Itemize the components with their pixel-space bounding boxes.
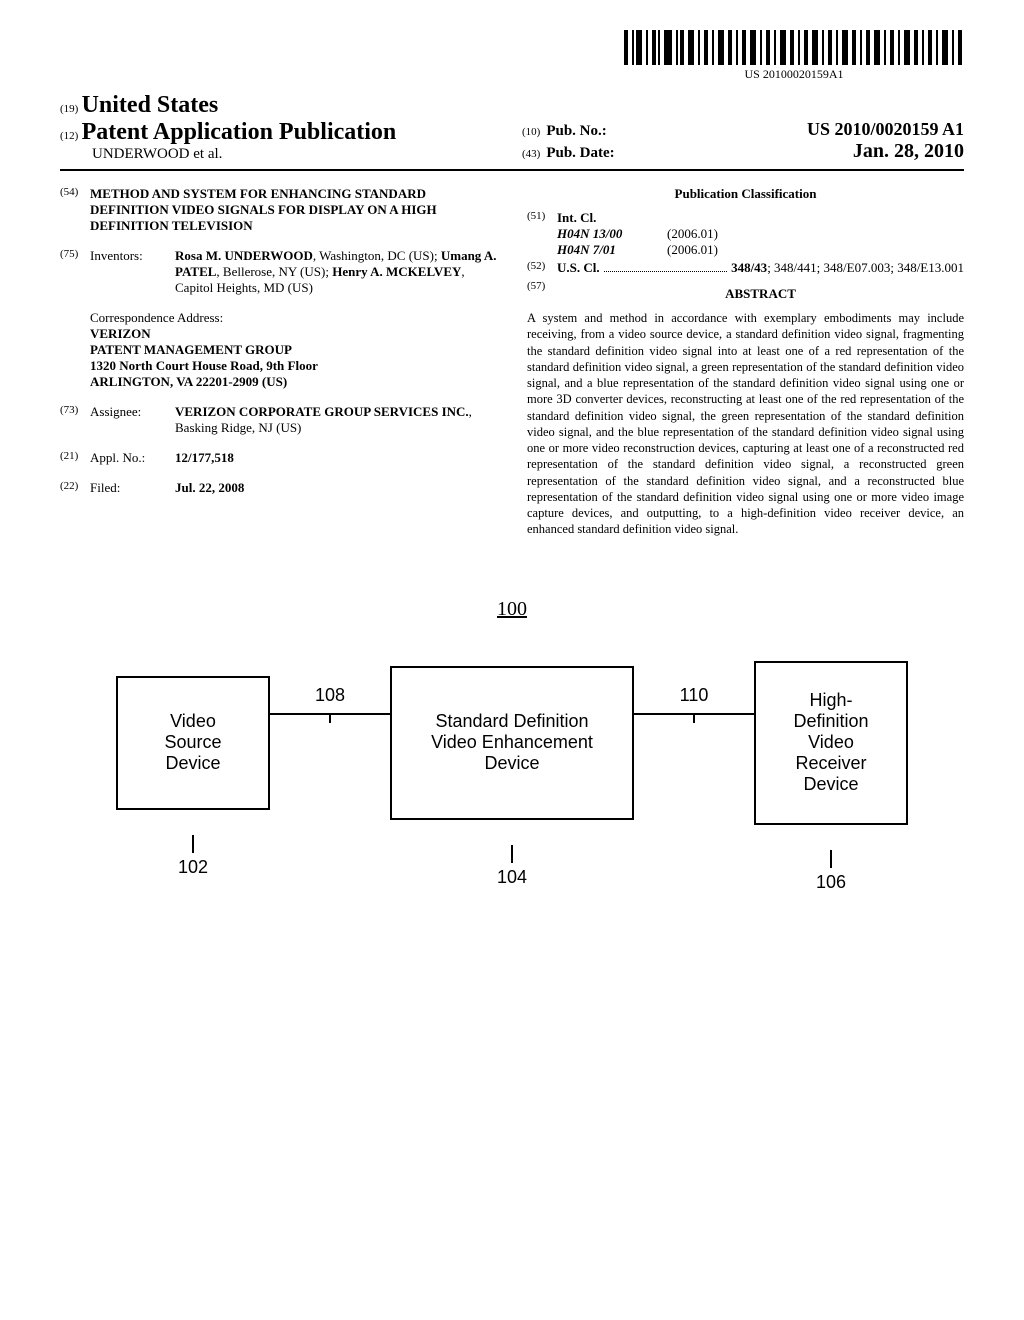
- code-19: (19): [60, 103, 78, 115]
- right-column: Publication Classification (51) Int. Cl.…: [527, 186, 964, 538]
- abstract-label: ABSTRACT: [557, 286, 964, 302]
- corr-line1: VERIZON: [90, 326, 151, 341]
- connector-1: 108: [270, 713, 390, 715]
- figure-number: 100: [60, 598, 964, 621]
- pub-no-label: Pub. No.:: [546, 123, 606, 140]
- connector-2: 110: [634, 713, 754, 715]
- abstract-header-row: (57) ABSTRACT: [527, 280, 964, 308]
- title-code: (54): [60, 186, 90, 234]
- intcl-2-year: (2006.01): [667, 242, 718, 258]
- corr-label: Correspondence Address:: [90, 310, 497, 326]
- uscl-value: 348/43: [731, 260, 767, 275]
- inventors-label: Inventors:: [90, 248, 175, 296]
- conn1-label: 108: [315, 685, 345, 706]
- appl-code: (21): [60, 450, 90, 466]
- abstract-code: (57): [527, 280, 557, 308]
- invention-title: METHOD AND SYSTEM FOR ENHANCING STANDARD…: [90, 186, 497, 234]
- box1-ref: 102: [178, 835, 208, 878]
- intcl-code: (51): [527, 210, 557, 258]
- intcl-label: Int. Cl.: [557, 210, 596, 225]
- authors-line: UNDERWOOD et al.: [60, 146, 502, 163]
- code-10: (10): [522, 126, 540, 138]
- uscl-rest: ; 348/441; 348/E07.003; 348/E13.001: [767, 260, 964, 275]
- uscl-code: (52): [527, 260, 557, 276]
- pub-no-value: US 2010/0020159 A1: [807, 119, 964, 140]
- dotted-leader: [604, 271, 727, 272]
- appl-label: Appl. No.:: [90, 450, 175, 466]
- uscl-row: (52) U.S. Cl. 348/43; 348/441; 348/E07.0…: [527, 260, 964, 276]
- diagram: Video Source Device 102 108 Standard Def…: [116, 661, 908, 893]
- pub-date-value: Jan. 28, 2010: [853, 140, 964, 163]
- uscl-label: U.S. Cl.: [557, 260, 600, 276]
- title-row: (54) METHOD AND SYSTEM FOR ENHANCING STA…: [60, 186, 497, 234]
- box-video-source: Video Source Device: [116, 676, 270, 810]
- barcode-text: US 20100020159A1: [624, 67, 964, 82]
- intcl-1-year: (2006.01): [667, 226, 718, 242]
- country: United States: [82, 92, 219, 118]
- pub-class-header: Publication Classification: [527, 186, 964, 202]
- assignee-row: (73) Assignee: VERIZON CORPORATE GROUP S…: [60, 404, 497, 436]
- figure-section: 100 Video Source Device 102 108 Standard…: [60, 598, 964, 893]
- inventors-value: Rosa M. UNDERWOOD, Washington, DC (US); …: [175, 248, 497, 296]
- box-enhancement-device: Standard Definition Video Enhancement De…: [390, 666, 634, 820]
- intcl-1: H04N 13/00: [557, 226, 667, 242]
- box2-wrapper: Standard Definition Video Enhancement De…: [390, 666, 634, 888]
- diagram-row: Video Source Device 102 108 Standard Def…: [116, 661, 908, 893]
- box2-ref: 104: [497, 845, 527, 888]
- inventors-code: (75): [60, 248, 90, 296]
- correspondence-address: Correspondence Address: VERIZON PATENT M…: [90, 310, 497, 390]
- inventors-row: (75) Inventors: Rosa M. UNDERWOOD, Washi…: [60, 248, 497, 296]
- header-left: (19) United States (12) Patent Applicati…: [60, 92, 502, 163]
- barcode: US 20100020159A1: [624, 30, 964, 82]
- box3-wrapper: High- Definition Video Receiver Device 1…: [754, 661, 908, 893]
- appl-value: 12/177,518: [175, 450, 234, 465]
- document-header: (19) United States (12) Patent Applicati…: [60, 92, 964, 171]
- publication-type: Patent Application Publication: [82, 119, 397, 145]
- filed-row: (22) Filed: Jul. 22, 2008: [60, 480, 497, 496]
- inventor-1: Rosa M. UNDERWOOD: [175, 248, 313, 263]
- corr-line4: ARLINGTON, VA 22201-2909 (US): [90, 374, 287, 389]
- corr-line2: PATENT MANAGEMENT GROUP: [90, 342, 292, 357]
- filed-label: Filed:: [90, 480, 175, 496]
- code-12: (12): [60, 130, 78, 142]
- box-receiver-device: High- Definition Video Receiver Device: [754, 661, 908, 825]
- header-right: (10) Pub. No.: US 2010/0020159 A1 (43) P…: [502, 95, 964, 163]
- filed-code: (22): [60, 480, 90, 496]
- appl-no-row: (21) Appl. No.: 12/177,518: [60, 450, 497, 466]
- corr-line3: 1320 North Court House Road, 9th Floor: [90, 358, 318, 373]
- box3-ref: 106: [816, 850, 846, 893]
- abstract-text: A system and method in accordance with e…: [527, 310, 964, 538]
- intcl-2: H04N 7/01: [557, 242, 667, 258]
- inventor-3: Henry A. MCKELVEY: [332, 264, 461, 279]
- assignee-code: (73): [60, 404, 90, 436]
- conn2-label: 110: [680, 685, 709, 706]
- pub-date-label: Pub. Date:: [546, 145, 614, 162]
- assignee-value: VERIZON CORPORATE GROUP SERVICES INC., B…: [175, 404, 497, 436]
- code-43: (43): [522, 148, 540, 160]
- intcl-row: (51) Int. Cl. H04N 13/00 (2006.01) H04N …: [527, 210, 964, 258]
- body-columns: (54) METHOD AND SYSTEM FOR ENHANCING STA…: [60, 186, 964, 538]
- assignee-label: Assignee:: [90, 404, 175, 436]
- left-column: (54) METHOD AND SYSTEM FOR ENHANCING STA…: [60, 186, 497, 538]
- box1-wrapper: Video Source Device 102: [116, 676, 270, 878]
- filed-value: Jul. 22, 2008: [175, 480, 244, 495]
- barcode-section: US 20100020159A1: [60, 30, 964, 82]
- barcode-svg: [624, 30, 964, 65]
